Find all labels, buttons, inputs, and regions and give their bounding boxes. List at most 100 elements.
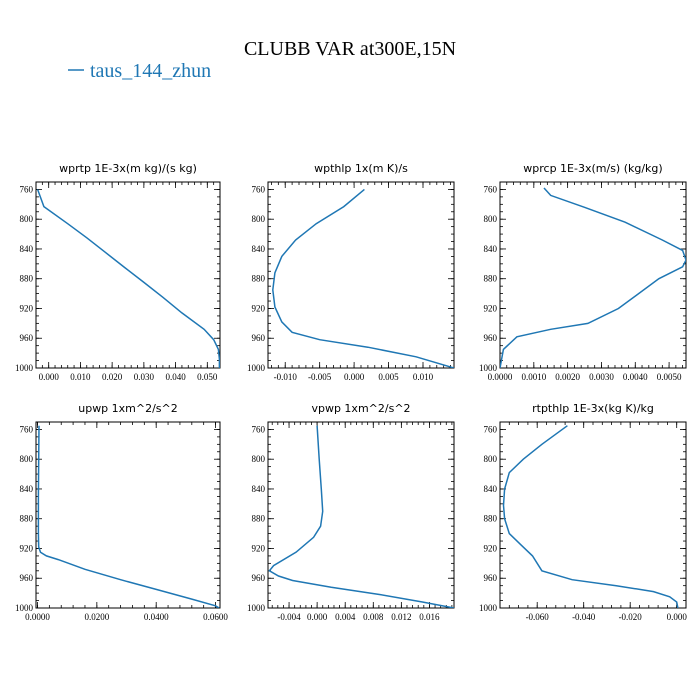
subplot-title: upwp 1xm^2/s^2 bbox=[78, 402, 178, 415]
y-tick-label: 880 bbox=[20, 514, 34, 524]
series-line bbox=[268, 425, 454, 608]
y-tick-label: 920 bbox=[484, 303, 498, 313]
plot-frame bbox=[499, 421, 687, 609]
y-tick-label: 800 bbox=[484, 214, 498, 224]
subplot-4: upwp 1xm^2/s^2 760 800 840 880 920 960 10000.00… bbox=[15, 402, 228, 622]
subplot-5: vpwp 1xm^2/s^2 760 800 840 880 920 960 1000 -0.0… bbox=[247, 402, 455, 622]
series-line bbox=[36, 189, 220, 368]
series-line bbox=[500, 187, 686, 368]
subplot-1: wprtp 1E-3x(m kg)/(s kg) 760 800 840 880 920 9… bbox=[15, 162, 221, 382]
y-tick-label: 760 bbox=[20, 184, 34, 194]
subplot-2: wpthlp 1x(m K)/s 760 800 840 880 920 960 1000 -0… bbox=[247, 162, 455, 382]
y-tick-label: 880 bbox=[20, 274, 34, 284]
x-tick-label: 0.030 bbox=[134, 372, 155, 382]
x-tick-label: -0.005 bbox=[308, 372, 332, 382]
y-tick-label: 920 bbox=[252, 543, 266, 553]
y-tick-label: 800 bbox=[20, 214, 34, 224]
y-tick-label: 920 bbox=[252, 303, 266, 313]
y-tick-label: 760 bbox=[484, 184, 498, 194]
y-tick-label: 800 bbox=[252, 454, 266, 464]
x-tick-label: 0.010 bbox=[70, 372, 91, 382]
x-tick-label: 0.010 bbox=[413, 372, 434, 382]
y-tick-label: 880 bbox=[484, 274, 498, 284]
y-tick-label: 880 bbox=[252, 514, 266, 524]
y-tick-label: 840 bbox=[484, 244, 498, 254]
subplot-title: vpwp 1xm^2/s^2 bbox=[311, 402, 410, 415]
x-tick-label: 0.0000 bbox=[25, 612, 50, 622]
x-tick-label: 0.0600 bbox=[203, 612, 228, 622]
x-tick-label: 0.040 bbox=[165, 372, 186, 382]
x-tick-label: 0.005 bbox=[378, 372, 399, 382]
series-line bbox=[502, 425, 679, 608]
y-tick-label: 760 bbox=[252, 424, 266, 434]
y-tick-label: 960 bbox=[20, 573, 34, 583]
y-tick-label: 800 bbox=[484, 454, 498, 464]
x-tick-label: -0.060 bbox=[526, 612, 550, 622]
x-tick-label: -0.040 bbox=[572, 612, 596, 622]
figure-title: CLUBB VAR at300E,15N bbox=[244, 38, 456, 60]
y-tick-label: 800 bbox=[252, 214, 266, 224]
plot-frame bbox=[35, 181, 221, 369]
x-tick-label: 0.016 bbox=[419, 612, 440, 622]
legend: taus_144_zhun bbox=[68, 60, 211, 82]
plot-frame bbox=[35, 421, 221, 609]
x-tick-label: 0.0200 bbox=[84, 612, 109, 622]
x-tick-label: -0.004 bbox=[277, 612, 301, 622]
x-tick-label: 0.0020 bbox=[555, 372, 580, 382]
y-tick-label: 920 bbox=[20, 303, 34, 313]
y-tick-label: 880 bbox=[252, 274, 266, 284]
x-tick-label: -0.010 bbox=[274, 372, 298, 382]
x-tick-label: 0.000 bbox=[667, 612, 688, 622]
x-tick-label: 0.000 bbox=[39, 372, 60, 382]
subplot-grid: wprtp 1E-3x(m kg)/(s kg) 760 800 840 880 920 9… bbox=[15, 162, 687, 622]
x-tick-label: 0.004 bbox=[335, 612, 356, 622]
series-line bbox=[37, 425, 220, 608]
y-tick-label: 960 bbox=[252, 573, 266, 583]
plot-frame bbox=[499, 181, 687, 369]
y-tick-label: 960 bbox=[484, 573, 498, 583]
y-tick-label: 960 bbox=[252, 333, 266, 343]
y-tick-label: 1000 bbox=[15, 363, 34, 373]
subplot-6: rtpthlp 1E-3x(kg K)/kg 760 800 840 880 920 960… bbox=[479, 402, 687, 622]
y-tick-label: 1000 bbox=[15, 603, 34, 613]
y-tick-label: 1000 bbox=[247, 603, 266, 613]
legend-label: taus_144_zhun bbox=[90, 60, 211, 82]
y-tick-label: 760 bbox=[252, 184, 266, 194]
y-tick-label: 840 bbox=[20, 244, 34, 254]
x-tick-label: 0.012 bbox=[391, 612, 411, 622]
x-tick-label: 0.0010 bbox=[521, 372, 546, 382]
x-tick-label: 0.0030 bbox=[589, 372, 614, 382]
x-tick-label: 0.0000 bbox=[488, 372, 513, 382]
y-tick-label: 840 bbox=[252, 244, 266, 254]
y-tick-label: 920 bbox=[20, 543, 34, 553]
plot-frame bbox=[267, 181, 455, 369]
x-tick-label: 0.0400 bbox=[144, 612, 169, 622]
y-tick-label: 840 bbox=[20, 484, 34, 494]
x-tick-label: -0.020 bbox=[619, 612, 643, 622]
x-tick-label: 0.000 bbox=[307, 612, 328, 622]
x-tick-label: 0.000 bbox=[344, 372, 365, 382]
subplot-3: wprcp 1E-3x(m/s) (kg/kg) 760 800 840 880 920 9… bbox=[479, 162, 687, 382]
x-tick-label: 0.0040 bbox=[623, 372, 648, 382]
y-tick-label: 1000 bbox=[479, 603, 498, 613]
y-tick-label: 1000 bbox=[479, 363, 498, 373]
y-tick-label: 880 bbox=[484, 514, 498, 524]
y-tick-label: 760 bbox=[484, 424, 498, 434]
y-tick-label: 840 bbox=[252, 484, 266, 494]
subplot-title: wprtp 1E-3x(m kg)/(s kg) bbox=[59, 162, 197, 175]
y-tick-label: 960 bbox=[484, 333, 498, 343]
x-tick-label: 0.0050 bbox=[657, 372, 682, 382]
y-tick-label: 760 bbox=[20, 424, 34, 434]
series-line bbox=[272, 188, 454, 368]
subplot-title: wprcp 1E-3x(m/s) (kg/kg) bbox=[523, 162, 662, 175]
subplot-title: rtpthlp 1E-3x(kg K)/kg bbox=[532, 402, 654, 415]
y-tick-label: 800 bbox=[20, 454, 34, 464]
subplot-title: wpthlp 1x(m K)/s bbox=[314, 162, 408, 175]
y-tick-label: 840 bbox=[484, 484, 498, 494]
x-tick-label: 0.050 bbox=[197, 372, 218, 382]
x-tick-label: 0.008 bbox=[363, 612, 384, 622]
plot-frame bbox=[267, 421, 455, 609]
y-tick-label: 960 bbox=[20, 333, 34, 343]
y-tick-label: 1000 bbox=[247, 363, 266, 373]
